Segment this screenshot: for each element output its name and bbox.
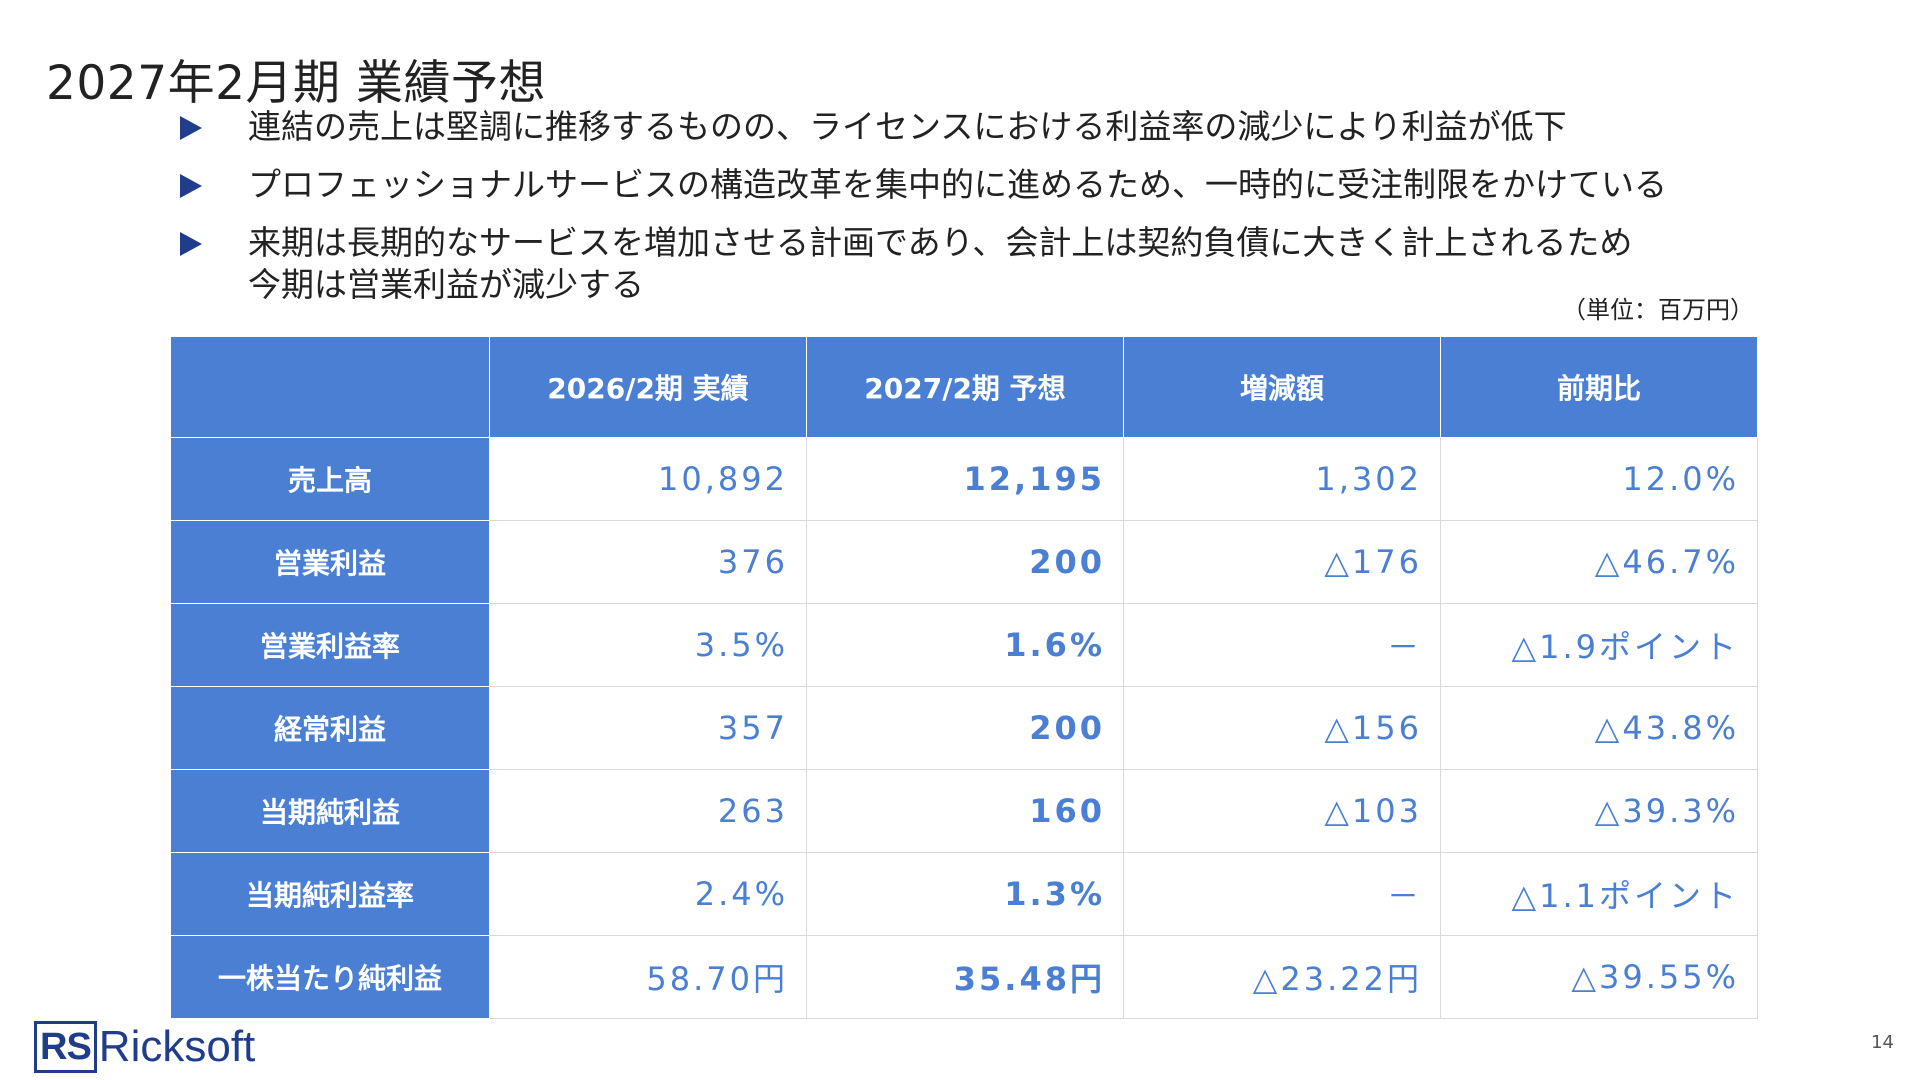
header-cell: 2026/2期 実績 (489, 336, 807, 438)
row-label: 売上高 (170, 437, 490, 521)
bullet-text: プロフェッショナルサービスの構造改革を集中的に進めるため、一時的に受注制限をかけ… (248, 164, 1800, 206)
table-cell: △1.1ポイント (1440, 852, 1758, 936)
row-label: 営業利益 (170, 520, 490, 604)
table-cell: － (1123, 603, 1441, 687)
logo-mark: RS (34, 1021, 97, 1073)
table-cell: 10,892 (489, 437, 807, 521)
triangle-right-icon (180, 174, 202, 198)
bullet-line: 今期は営業利益が減少する (248, 265, 644, 304)
company-logo: RS Ricksoft (34, 1021, 256, 1073)
table-cell: 200 (806, 520, 1124, 604)
bullet-line: プロフェッショナルサービスの構造改革を集中的に進めるため、一時的に受注制限をかけ… (248, 165, 1667, 204)
table-cell: 376 (489, 520, 807, 604)
triangle-right-icon (180, 116, 202, 140)
row-label: 経常利益 (170, 686, 490, 770)
table-row: 当期純利益率 2.4% 1.3% － △1.1ポイント (170, 852, 1758, 936)
bullet-list: 連結の売上は堅調に推移するものの、ライセンスにおける利益率の減少により利益が低下… (180, 106, 1800, 322)
table-cell: △39.55% (1440, 935, 1758, 1019)
table-cell: 1.6% (806, 603, 1124, 687)
table-cell: △176 (1123, 520, 1441, 604)
table-row: 一株当たり純利益 58.70円 35.48円 △23.22円 △39.55% (170, 935, 1758, 1019)
table-cell: 160 (806, 769, 1124, 853)
table-cell: 263 (489, 769, 807, 853)
unit-note: （単位：百万円） (1562, 296, 1754, 324)
table-cell: △103 (1123, 769, 1441, 853)
triangle-right-icon (180, 232, 202, 256)
table-cell: 58.70円 (489, 935, 807, 1019)
header-cell: 2027/2期 予想 (806, 336, 1124, 438)
page-title: 2027年2月期 業績予想 (46, 56, 546, 111)
table-cell: 3.5% (489, 603, 807, 687)
table-cell: 200 (806, 686, 1124, 770)
table-cell: 12,195 (806, 437, 1124, 521)
header-cell: 増減額 (1123, 336, 1441, 438)
table-cell: 12.0% (1440, 437, 1758, 521)
page-number: 14 (1871, 1032, 1894, 1053)
table-row: 経常利益 357 200 △156 △43.8% (170, 686, 1758, 770)
table-row: 売上高 10,892 12,195 1,302 12.0% (170, 437, 1758, 521)
row-label: 一株当たり純利益 (170, 935, 490, 1019)
table-cell: △156 (1123, 686, 1441, 770)
row-label: 営業利益率 (170, 603, 490, 687)
table-cell: △1.9ポイント (1440, 603, 1758, 687)
logo-wordmark: Ricksoft (98, 1022, 256, 1071)
table-row: 営業利益 376 200 △176 △46.7% (170, 520, 1758, 604)
row-label: 当期純利益率 (170, 852, 490, 936)
table-cell: △43.8% (1440, 686, 1758, 770)
table-header-row: 2026/2期 実績 2027/2期 予想 増減額 前期比 (170, 336, 1758, 438)
bullet-text: 連結の売上は堅調に推移するものの、ライセンスにおける利益率の減少により利益が低下 (248, 106, 1800, 148)
table-cell: △46.7% (1440, 520, 1758, 604)
results-table: 2026/2期 実績 2027/2期 予想 増減額 前期比 売上高 10,892… (170, 336, 1758, 1019)
bullet-item: プロフェッショナルサービスの構造改革を集中的に進めるため、一時的に受注制限をかけ… (180, 164, 1800, 206)
bullet-line: 連結の売上は堅調に推移するものの、ライセンスにおける利益率の減少により利益が低下 (248, 107, 1567, 146)
table-cell: 35.48円 (806, 935, 1124, 1019)
bullet-line: 来期は長期的なサービスを増加させる計画であり、会計上は契約負債に大きく計上される… (248, 223, 1633, 262)
row-label: 当期純利益 (170, 769, 490, 853)
table-row: 当期純利益 263 160 △103 △39.3% (170, 769, 1758, 853)
header-cell: 前期比 (1440, 336, 1758, 438)
bullet-item: 連結の売上は堅調に推移するものの、ライセンスにおける利益率の減少により利益が低下 (180, 106, 1800, 148)
table-cell: △23.22円 (1123, 935, 1441, 1019)
table-cell: △39.3% (1440, 769, 1758, 853)
bullet-item: 来期は長期的なサービスを増加させる計画であり、会計上は契約負債に大きく計上される… (180, 222, 1800, 306)
table-row: 営業利益率 3.5% 1.6% － △1.9ポイント (170, 603, 1758, 687)
bullet-text: 来期は長期的なサービスを増加させる計画であり、会計上は契約負債に大きく計上される… (248, 222, 1800, 306)
table-cell: 2.4% (489, 852, 807, 936)
table-cell: 357 (489, 686, 807, 770)
table-cell: － (1123, 852, 1441, 936)
header-corner (170, 336, 490, 438)
table-cell: 1,302 (1123, 437, 1441, 521)
table-cell: 1.3% (806, 852, 1124, 936)
